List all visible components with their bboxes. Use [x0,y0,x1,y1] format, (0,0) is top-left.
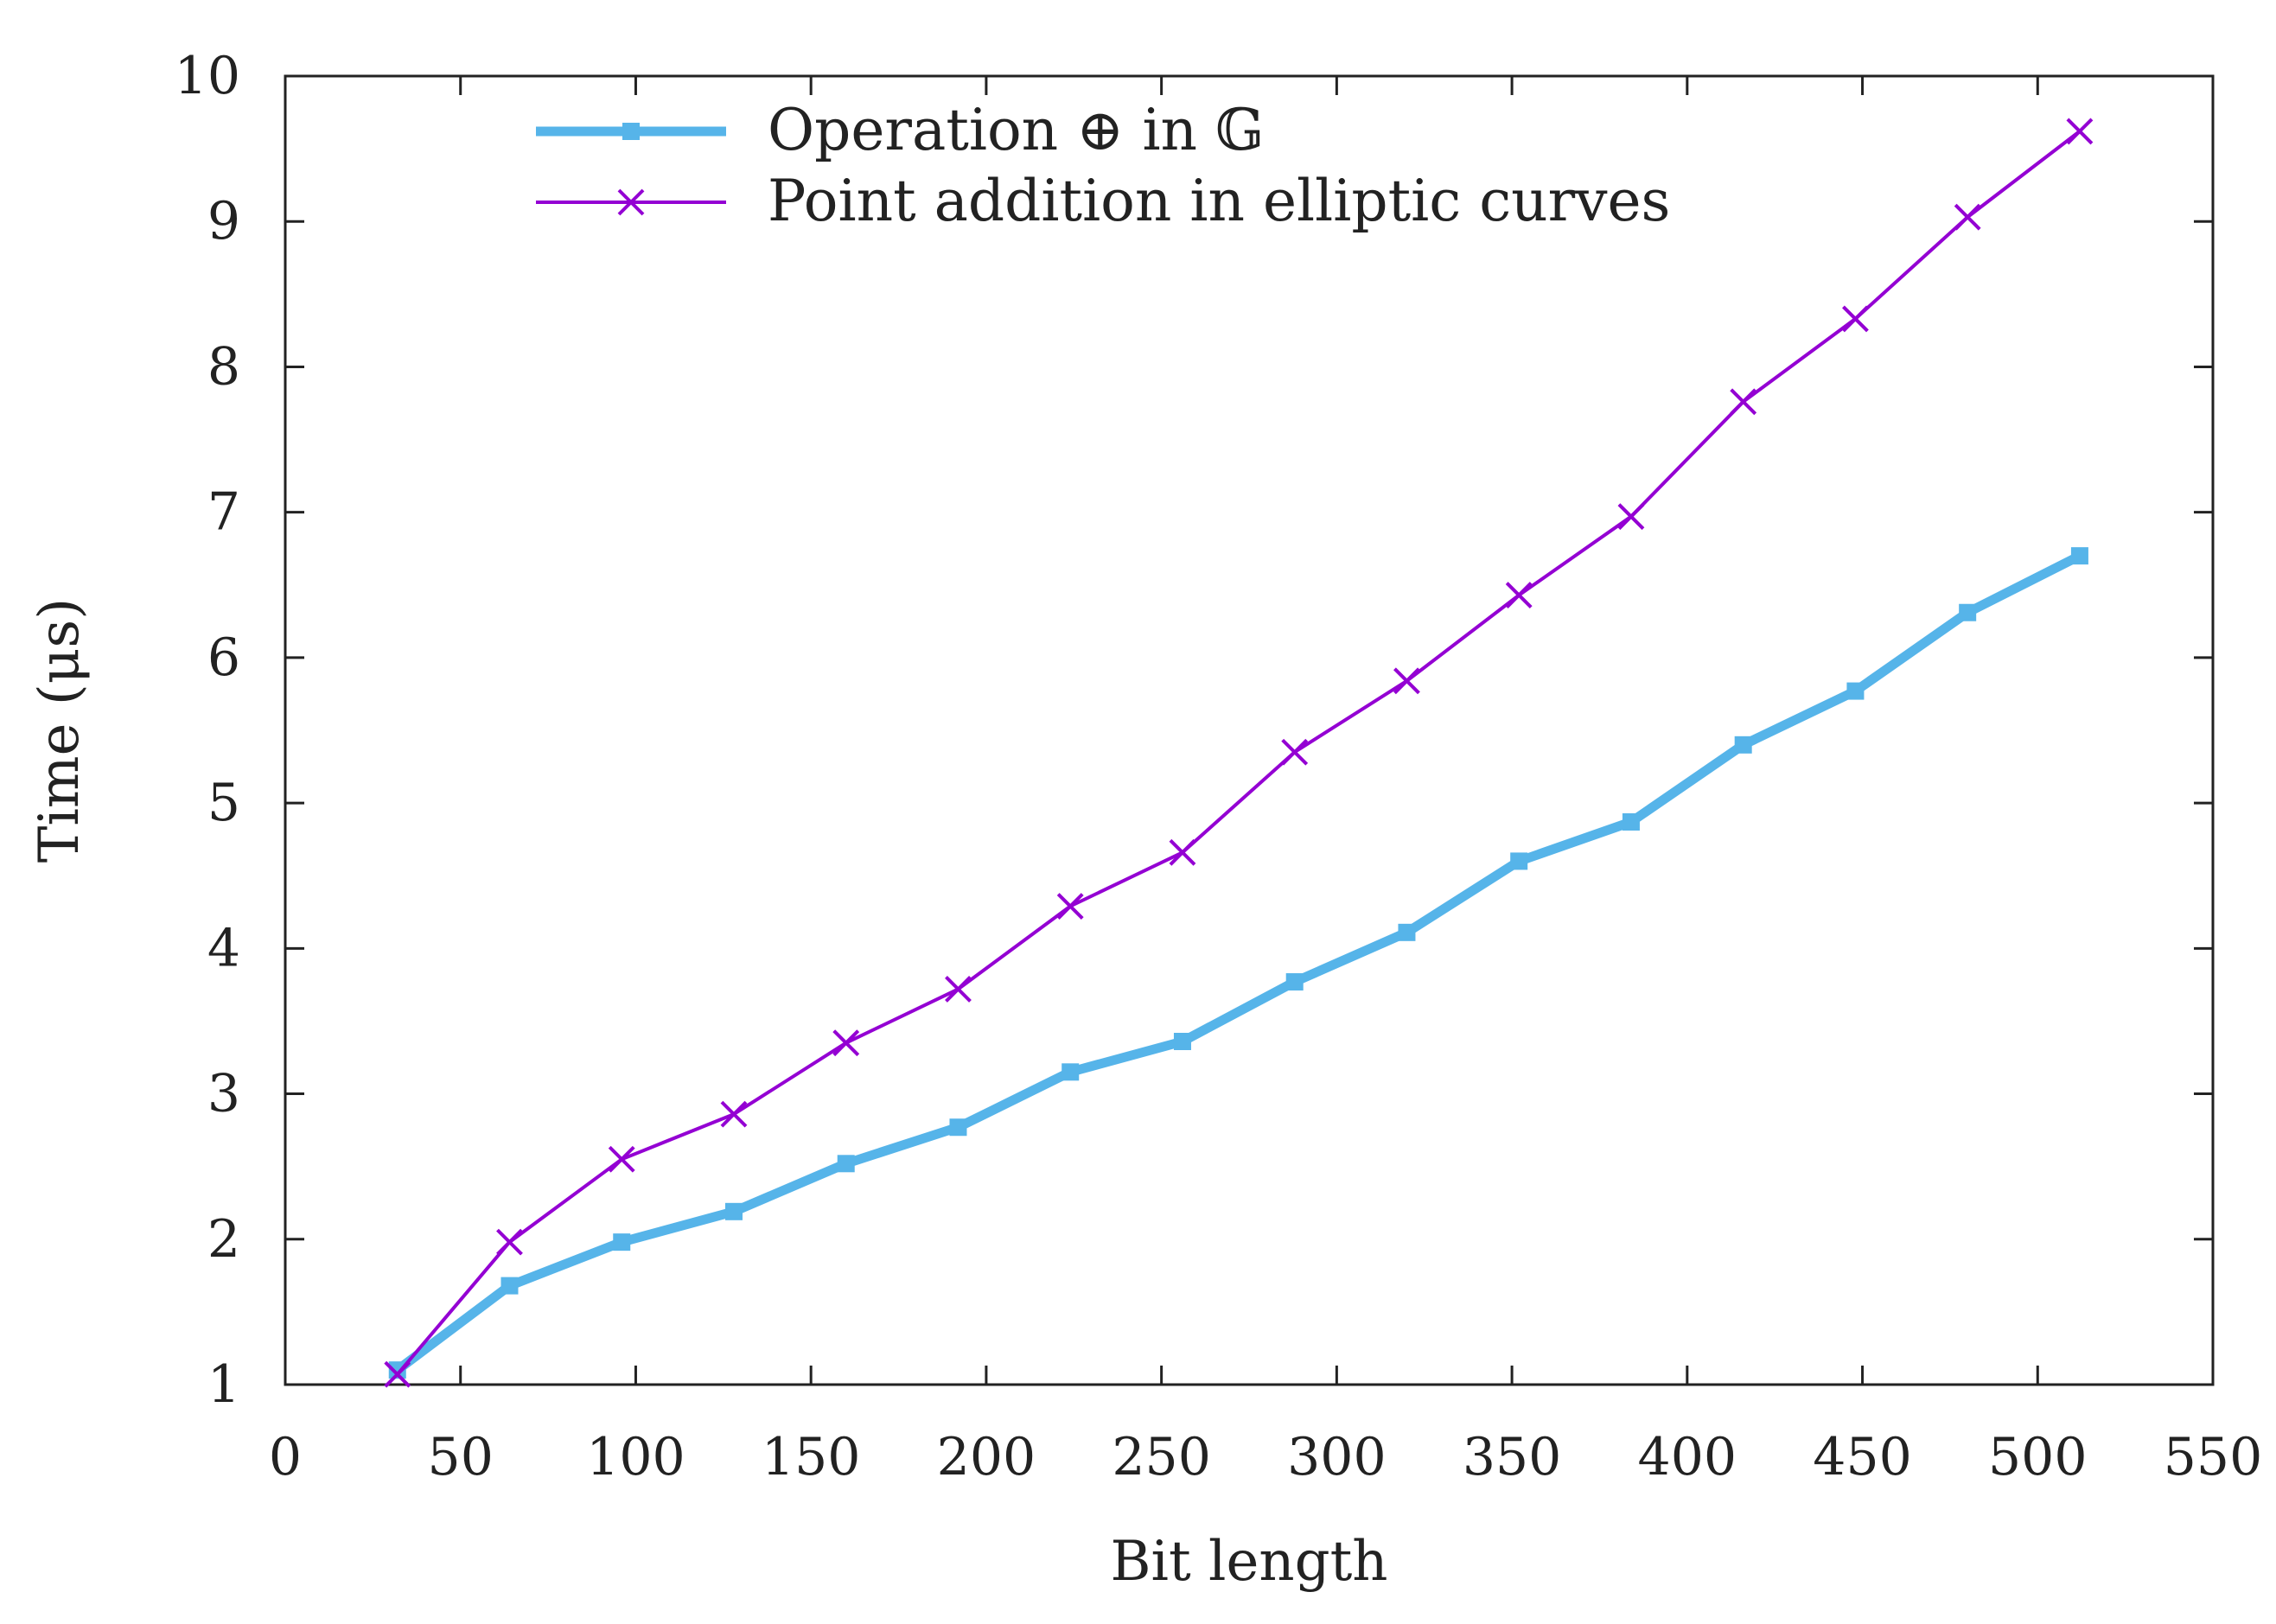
data-point-operation [1846,682,1865,700]
legend-item-point-addition: Point addition in elliptic curves [536,168,1670,234]
marker-stroke [2066,118,2094,145]
data-point-point-addition [1842,305,1869,333]
data-point-operation [724,1202,743,1220]
plot-frame [284,74,2215,1386]
marker-stroke [1505,582,1533,608]
x-tick-label: 400 [1638,1427,1737,1487]
x-tick-label: 450 [1813,1427,1912,1487]
y-tick-label: 9 [207,191,240,252]
x-axis: 0 50 100 150 200 250 300 350 400 450 500 550 [269,76,2262,1487]
marker-stroke [945,976,972,1003]
data-point-operation [1173,1032,1191,1050]
marker-stroke [1842,305,1869,333]
x-tick-label: 50 [428,1427,494,1487]
data-point-point-addition [1393,667,1420,695]
data-point-operation [1398,923,1416,941]
data-point-operation [388,1361,406,1379]
y-tick-label: 1 [207,1354,240,1415]
legend-marker-operation [622,123,640,140]
y-tick-label: 5 [207,773,240,833]
y-tick-label: 2 [207,1209,240,1270]
marker-stroke [1393,667,1420,695]
x-tick-label: 100 [586,1427,685,1487]
marker-stroke [1730,388,1757,416]
x-tick-label: 200 [937,1427,1036,1487]
legend-marker-point-addition [617,188,645,216]
y-tick-label: 3 [207,1064,240,1124]
x-axis-title: Bit length [1110,1530,1387,1594]
data-point-point-addition [2066,118,2094,145]
data-point-point-addition [1056,893,1084,920]
legend: Operation ⊕ in 𝔾 Point addition in ellip… [536,97,1670,234]
legend-label-point-addition: Point addition in elliptic curves [768,168,1670,234]
data-point-point-addition [1169,838,1196,866]
data-point-operation [1510,852,1528,870]
data-point-operation [1285,973,1304,991]
data-point-operation [949,1118,967,1137]
marker-stroke [1056,893,1084,920]
y-tick-label: 10 [175,46,240,106]
data-point-point-addition [720,1100,748,1128]
x-tick-label: 350 [1463,1427,1562,1487]
data-point-point-addition [1617,503,1645,531]
legend-item-operation: Operation ⊕ in 𝔾 [536,97,1264,163]
data-point-point-addition [384,1360,411,1388]
data-point-operation [1622,812,1640,831]
series-layer [384,118,2094,1388]
data-point-point-addition [1730,388,1757,416]
y-axis-title: Time (μs) [28,598,92,863]
x-tick-label: 250 [1112,1427,1211,1487]
data-point-operation [1061,1063,1080,1081]
data-point-point-addition [945,976,972,1003]
marker-stroke [608,1145,635,1173]
marker-stroke [1954,203,1981,231]
marker-stroke [1169,838,1196,866]
x-tick-label: 500 [1988,1427,2088,1487]
data-point-operation [1959,603,1977,621]
marker-stroke [384,1360,411,1388]
data-point-point-addition [1281,738,1309,766]
data-point-point-addition [496,1228,523,1256]
marker-stroke [720,1100,748,1128]
marker-stroke [832,1029,860,1057]
marker-stroke [1617,503,1645,531]
data-point-point-addition [608,1145,635,1173]
y-tick-label: 8 [207,336,240,397]
x-tick-label: 300 [1287,1427,1387,1487]
data-point-point-addition [1954,203,1981,231]
data-point-point-addition [832,1029,860,1057]
y-tick-label: 4 [207,918,240,978]
series-line-point-addition [395,129,2082,1377]
marker-stroke [1281,738,1309,766]
x-tick-label: 150 [762,1427,861,1487]
x-tick-label: 0 [269,1427,302,1487]
data-point-operation [613,1233,631,1251]
y-tick-label: 6 [207,627,240,688]
data-point-operation [500,1277,519,1295]
data-point-operation [1734,736,1752,754]
marker-stroke [496,1228,523,1256]
y-axis: 1 2 3 4 5 6 7 8 9 10 [175,46,2213,1415]
legend-label-operation: Operation ⊕ in 𝔾 [768,97,1264,163]
series-line-operation [392,551,2085,1375]
y-tick-label: 7 [207,482,240,543]
data-point-operation [837,1155,855,1173]
data-point-point-addition [1505,582,1533,608]
data-point-operation [2070,547,2088,565]
x-tick-label: 550 [2164,1427,2263,1487]
